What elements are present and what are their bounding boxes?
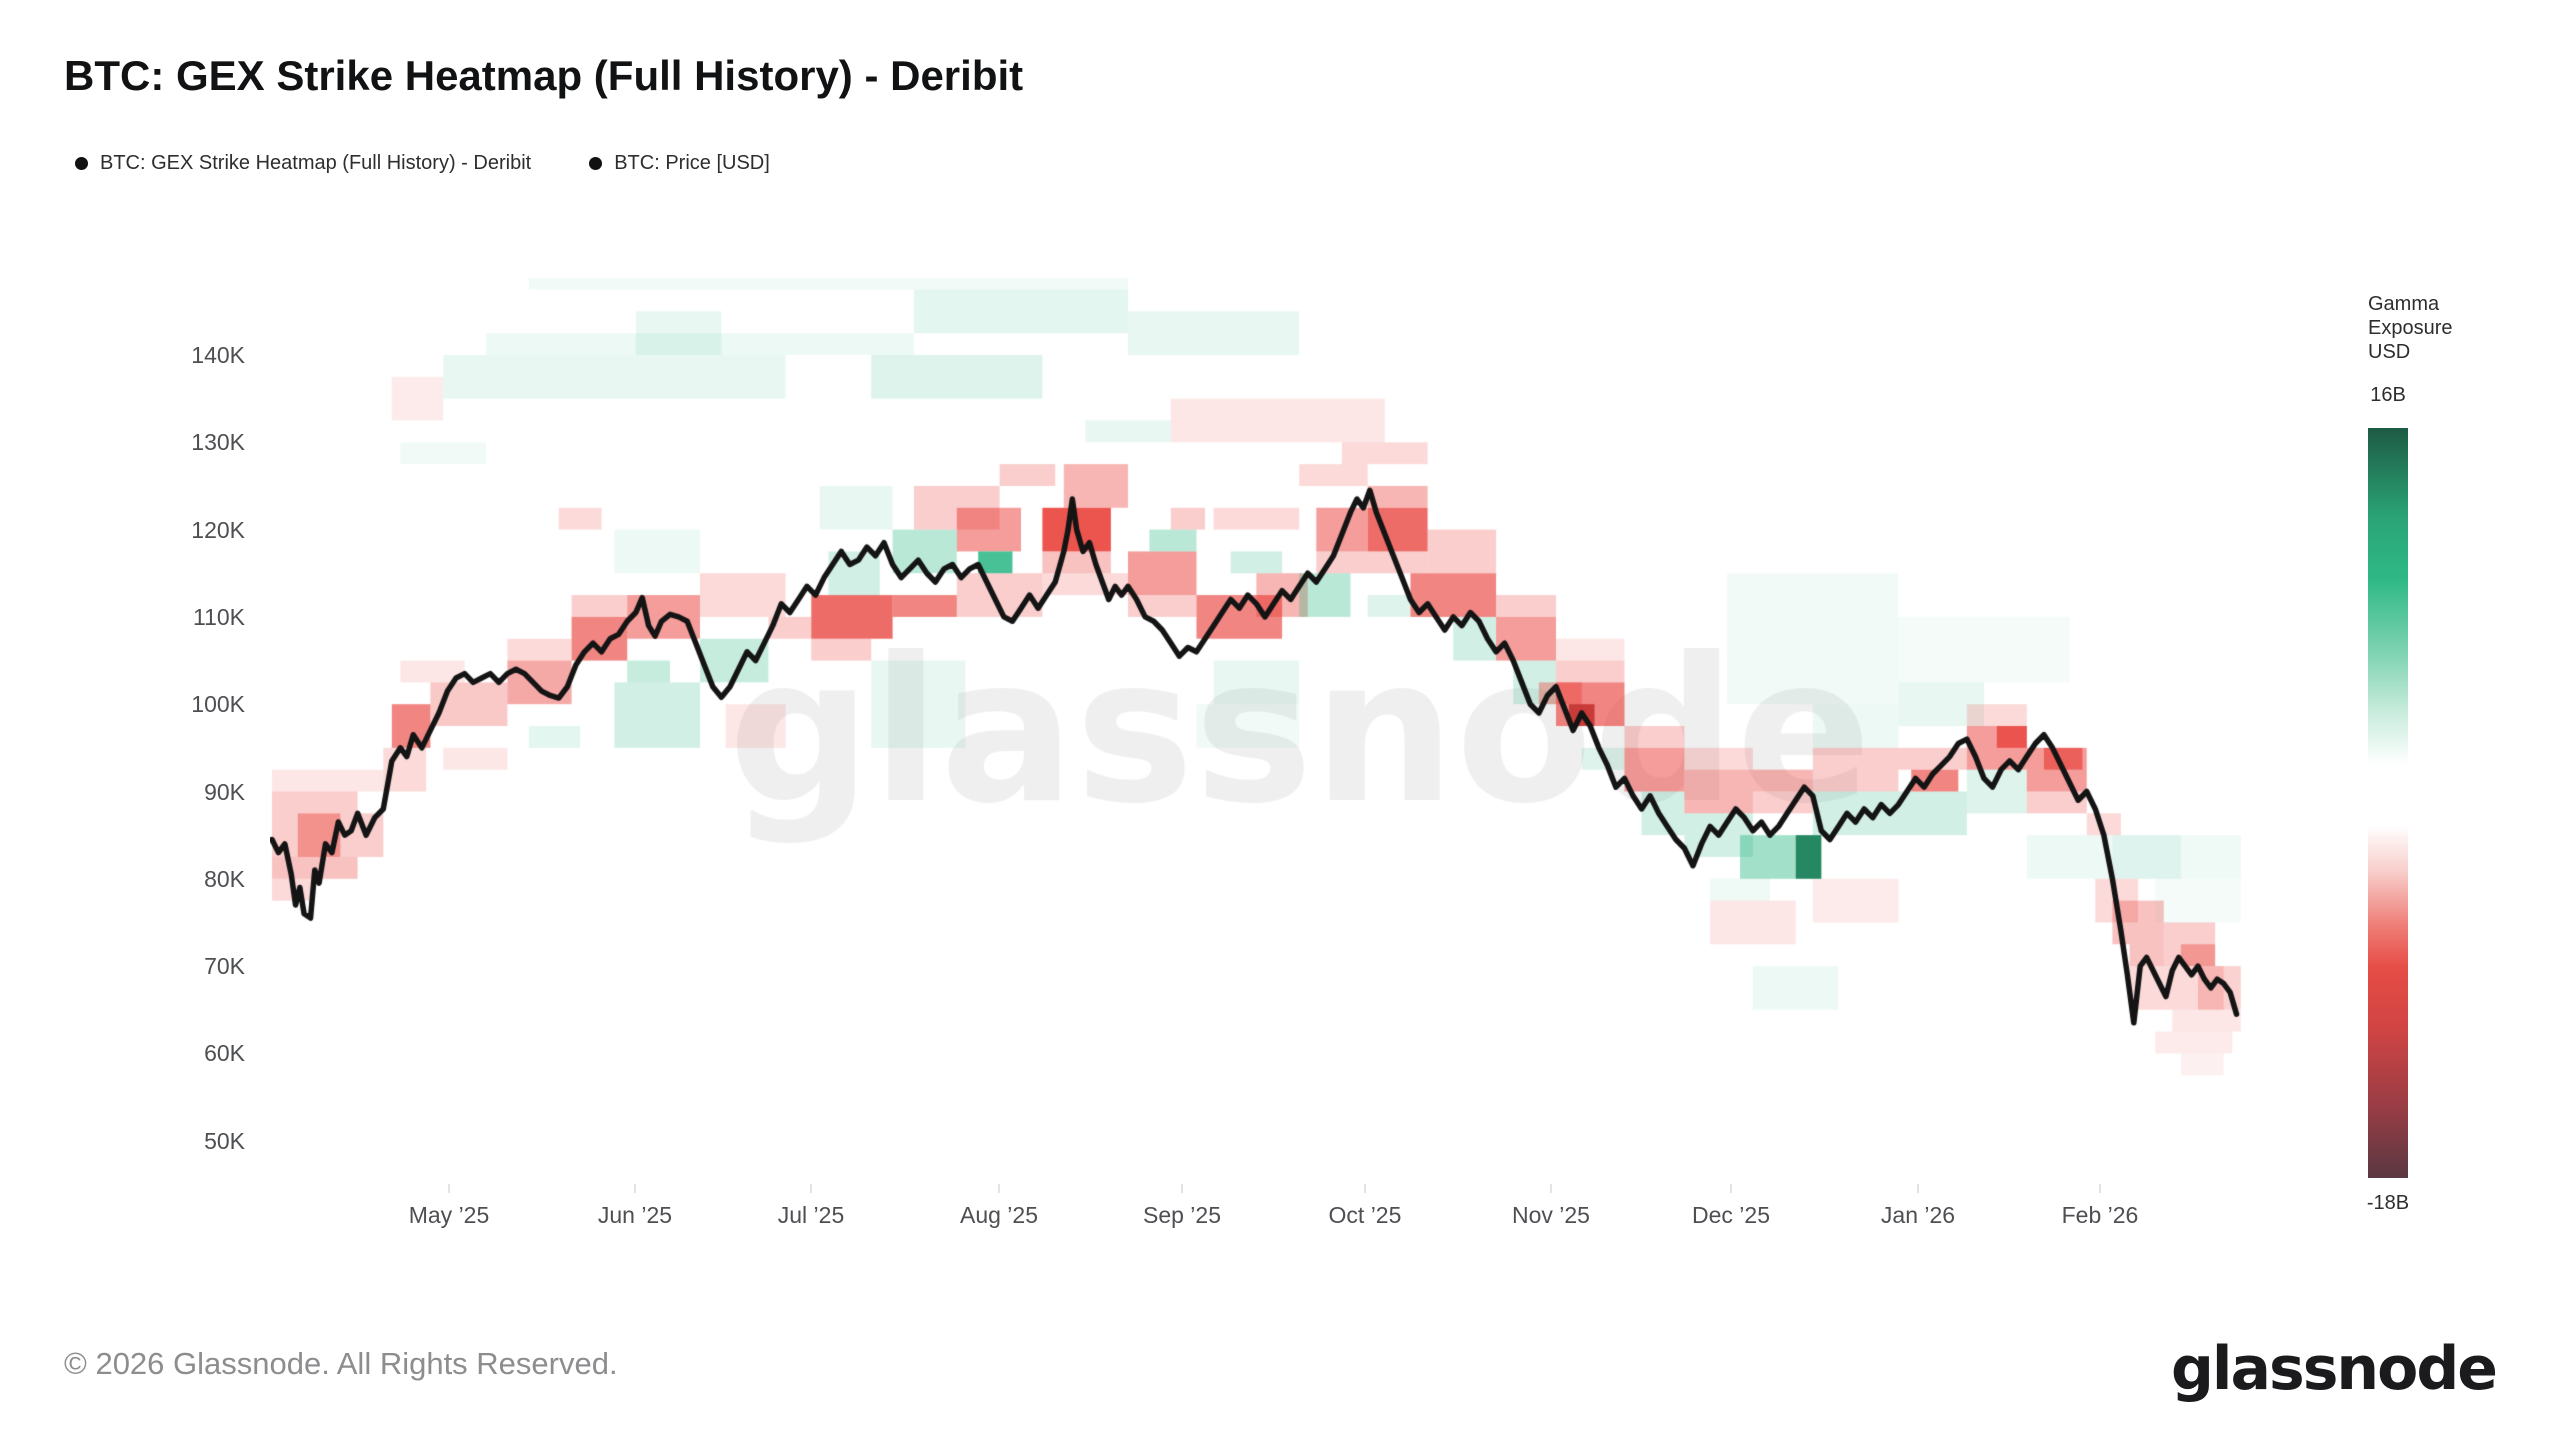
legend-dot-icon [75,157,88,170]
y-tick-label: 80K [204,865,245,892]
x-tick-mark [1181,1184,1183,1193]
legend-dot-icon [589,157,603,170]
chart-legend: BTC: GEX Strike Heatmap (Full History) -… [75,152,770,175]
legend-label: BTC: GEX Strike Heatmap (Full History) -… [100,152,532,174]
x-tick-label: Jan ’26 [1880,1202,1956,1228]
y-tick-label: 60K [204,1040,245,1067]
y-tick-label: 140K [191,342,245,368]
y-tick-label: 110K [192,603,245,630]
x-tick-label: Nov ’25 [1511,1202,1590,1228]
glassnode-logo: glassnode [2170,1334,2498,1404]
x-tick-label: Sep ’25 [1142,1202,1221,1228]
colorbar-title: Gamma Exposure USD [2368,293,2453,363]
gex-heatmap-canvas[interactable] [270,278,2280,1183]
copyright-text: © 2026 Glassnode. All Rights Reserved. [64,1346,618,1381]
x-tick-label: Jul ’25 [777,1202,845,1228]
y-tick-label: 130K [191,429,245,456]
x-tick-label: Jun ’25 [597,1202,673,1228]
heatmap-plot-area[interactable] [270,278,2280,1183]
legend-label: BTC: Price [USD] [614,152,770,174]
x-tick-mark [1549,1184,1552,1193]
x-tick-label: Oct ’25 [1328,1202,1402,1228]
legend-item-gex-heatmap[interactable]: BTC: GEX Strike Heatmap (Full History) -… [75,152,531,175]
x-tick-label: Dec ’25 [1692,1202,1770,1228]
x-tick-label: May ’25 [408,1202,490,1228]
y-tick-label: 70K [204,953,245,980]
colorbar-min-label: -18B [2366,1192,2410,1214]
x-tick-mark [998,1184,1000,1193]
x-tick-mark [810,1184,813,1193]
x-tick-mark [1917,1184,1919,1193]
legend-item-btc-price[interactable]: BTC: Price [USD] [589,152,770,175]
x-tick-mark [633,1184,636,1193]
page-title: BTC: GEX Strike Heatmap (Full History) -… [64,52,1024,99]
x-tick-mark [2098,1184,2101,1193]
colorbar-max-label: 16B [2370,384,2406,406]
y-tick-label: 100K [191,691,245,718]
x-tick-mark [1363,1184,1366,1193]
x-tick-label: Aug ’25 [959,1202,1038,1228]
y-tick-label: 120K [191,516,245,543]
x-tick-mark [1730,1184,1732,1193]
y-tick-label: 90K [204,778,245,805]
x-tick-label: Feb ’26 [2061,1202,2139,1228]
y-tick-label: 50K [204,1127,245,1154]
x-tick-mark [448,1184,451,1193]
gamma-exposure-colorbar [2368,428,2408,1178]
